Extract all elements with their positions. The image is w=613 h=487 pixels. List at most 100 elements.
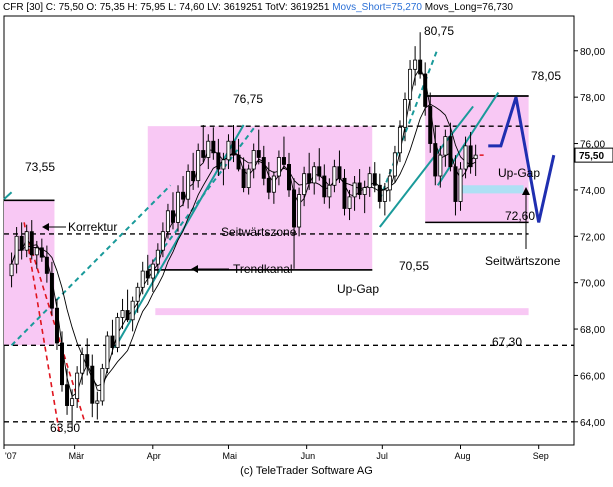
candle-body [317,166,322,177]
candle [170,192,175,230]
upgap-band-right [460,185,524,194]
candle-body [292,189,297,228]
arrow-trendkanal [191,265,229,273]
candle [221,152,226,186]
candle [357,169,362,200]
header-low: L: 74,60 [168,2,205,13]
candle [408,60,413,112]
candle [140,261,145,295]
candle [181,176,186,207]
annotation-r3: 73,55 [25,160,55,174]
candle-body [160,231,165,251]
candle [342,169,347,216]
candle [332,159,337,193]
candle [428,92,433,153]
candle [448,122,453,172]
annotation-s2: 70,55 [399,259,429,273]
candle-body [352,182,357,198]
candle-body [408,68,413,100]
candle [19,222,24,260]
header-lv: LV: 3619251 [207,2,263,13]
candle [236,138,241,172]
candle-body [322,175,327,198]
candle [397,120,402,163]
candle-body [286,164,291,191]
candle-body [236,154,241,170]
candle-body [191,170,196,182]
annotation-s1: 72,60 [505,209,535,223]
candle [65,368,70,415]
candle [292,178,297,269]
candle-body [221,159,226,170]
candle [423,62,428,116]
candle-body [186,170,191,200]
annotation-high: 80,75 [424,24,454,38]
header-totv: TotV: 3619251 [265,2,330,13]
candle-body [165,210,170,233]
candle-body [347,196,352,209]
candle [165,203,170,239]
last-price-label: 75,50 [579,151,604,162]
annotation-low: 63,50 [50,421,80,435]
candle-body [110,335,115,349]
candle-body [39,247,44,258]
candle-body [362,187,367,195]
candle-body [246,168,251,188]
candle [206,134,211,170]
candle [231,124,236,163]
candle-body [433,143,438,177]
candle [463,136,468,179]
last-price-bg [574,147,613,163]
annotation-upgap-right: Up-Gap [498,166,540,180]
candle [176,185,181,232]
annotation-trendkanal: Trendkanal [233,262,293,276]
y-tick-label: 64,00 [580,418,605,429]
y-tick-label: 68,00 [580,325,605,336]
candle-body [60,342,65,386]
candle-body [438,154,443,177]
candle-body [231,140,236,156]
candle-body [226,140,231,161]
candle [54,298,59,350]
candle [150,259,155,292]
candle [317,148,322,181]
candle-body [150,263,155,279]
candle-body [297,194,302,228]
candle-body [256,150,261,158]
candle-body [120,310,125,318]
candle [145,254,150,285]
candle [90,354,95,418]
candle [352,176,357,211]
header-open: O: 75,35 [86,2,125,13]
candle-body [54,307,59,344]
candle [120,298,125,330]
y-tick-label: 76,00 [580,140,605,151]
candle-body [29,231,34,256]
candle-body [241,168,246,188]
candle-body [458,168,463,202]
x-tick-label: Apr [147,451,161,461]
candle [387,169,392,202]
candle-body [327,184,332,198]
candle-body [14,235,19,265]
candle [125,289,130,323]
candle-body [196,150,201,182]
trend-aug-lower [379,105,474,228]
candle-body [44,256,49,274]
candle-body [403,99,408,128]
candle-body [397,126,402,154]
candle-body [24,231,29,251]
candle [443,129,448,167]
candle [105,331,110,374]
candle-body [276,157,281,177]
candle-body [372,173,377,186]
x-tick-label: Jun [301,451,316,461]
candle-body [468,145,473,168]
candle [372,162,377,193]
candle-body [100,368,105,402]
candle [382,182,387,216]
candle-body [307,173,312,184]
candle [438,145,443,188]
candle [85,338,90,376]
